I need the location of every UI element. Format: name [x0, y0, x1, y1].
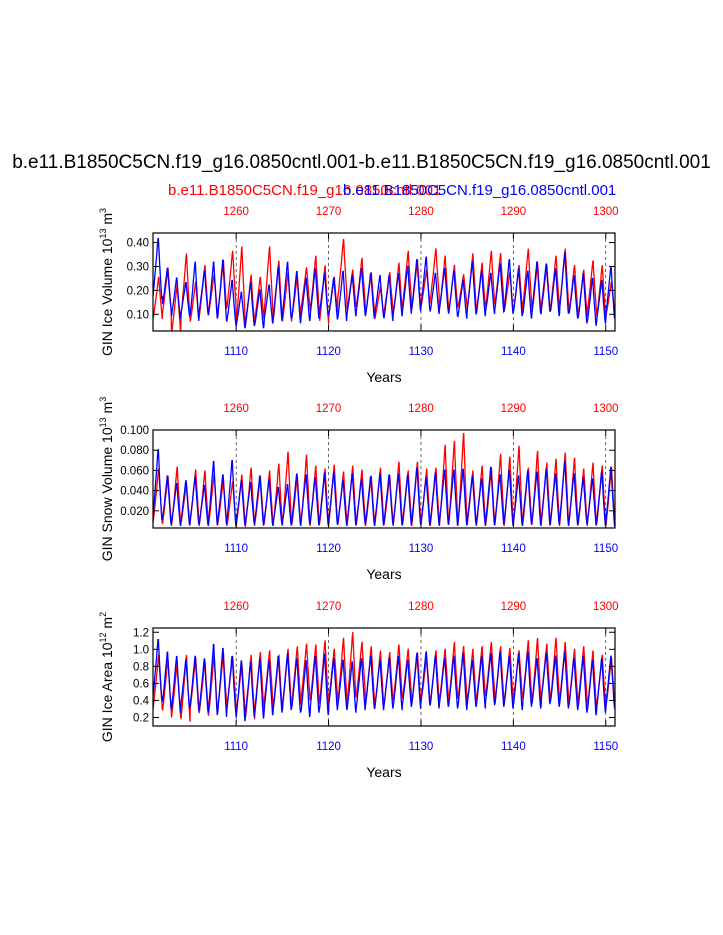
x-tick-label-top: 1260 — [223, 206, 249, 218]
x-tick-label-bottom: 1140 — [501, 543, 526, 555]
x-tick-label-top: 1280 — [408, 403, 434, 415]
x-tick-label-bottom: 1140 — [501, 346, 526, 358]
panel-3: 0.2 0.4 0.6 0.8 1.0 1.2 1110 1120 1130 1140 1150 12… — [98, 601, 619, 780]
y-axis-label: GIN Ice Area 1012 m2 — [98, 612, 115, 742]
x-tick-label-bottom: 1150 — [593, 543, 618, 555]
x-tick-label-bottom: 1110 — [224, 741, 248, 753]
x-tick-label-bottom: 1130 — [409, 543, 434, 555]
x-tick-label-bottom: 1130 — [409, 346, 434, 358]
series-line-red — [153, 238, 615, 331]
x-axis-label: Years — [366, 369, 401, 385]
y-tick-label: 0.4 — [133, 695, 150, 707]
x-tick-label-top: 1300 — [593, 403, 619, 415]
x-tick-label-bottom: 1120 — [316, 741, 341, 753]
x-tick-label-bottom: 1150 — [593, 346, 618, 358]
y-tick-label: 0.6 — [133, 678, 149, 690]
x-tick-label-top: 1280 — [408, 206, 434, 218]
x-axis-label: Years — [366, 566, 401, 582]
x-tick-label-top: 1260 — [223, 601, 249, 613]
y-tick-label: 0.040 — [120, 486, 149, 498]
plot-frame — [152, 627, 616, 727]
x-axis-label: Years — [366, 764, 401, 780]
x-tick-label-bottom: 1110 — [224, 543, 248, 555]
x-tick-label-top: 1300 — [593, 601, 619, 613]
panel-1: 0.10 0.20 0.30 0.40 1110 1120 1130 1140 1150 1260… — [98, 206, 619, 385]
x-tick-label-bottom: 1140 — [501, 741, 526, 753]
x-tick-label-top: 1300 — [593, 206, 619, 218]
y-tick-label: 1.2 — [133, 627, 149, 639]
x-tick-label-bottom: 1120 — [316, 346, 341, 358]
figure-title: b.e11.B1850C5CN.f19_g16.0850cntl.001-b.e… — [12, 152, 711, 173]
legend-run-b: b.e11.B1850C5CN.f19_g16.0850cntl.001 — [343, 182, 617, 199]
x-tick-label-top: 1260 — [223, 403, 249, 415]
y-tick-label: 0.060 — [120, 465, 149, 477]
series-line-blue — [153, 639, 615, 722]
y-axis-label: GIN Ice Volume 1013 m3 — [98, 208, 115, 356]
x-tick-label-top: 1270 — [316, 601, 342, 613]
x-tick-label-top: 1280 — [408, 601, 434, 613]
y-tick-label: 1.0 — [133, 644, 149, 656]
x-tick-label-bottom: 1110 — [224, 346, 248, 358]
x-tick-label-bottom: 1150 — [593, 741, 618, 753]
y-axis-label: GIN Snow Volume 1013 m3 — [98, 397, 115, 561]
y-tick-label: 0.20 — [127, 285, 149, 297]
plot-frame — [152, 232, 616, 332]
x-tick-label-top: 1270 — [316, 206, 342, 218]
x-tick-label-bottom: 1130 — [409, 741, 434, 753]
y-tick-label: 0.10 — [127, 309, 149, 321]
y-tick-label: 0.40 — [127, 238, 149, 250]
series-line-blue — [153, 448, 615, 527]
x-tick-label-top: 1290 — [501, 403, 527, 415]
y-tick-label: 0.30 — [127, 261, 149, 273]
y-tick-label: 0.8 — [133, 661, 149, 673]
y-tick-label: 0.020 — [120, 506, 149, 518]
x-tick-label-bottom: 1120 — [316, 543, 341, 555]
y-tick-label: 0.2 — [133, 712, 149, 724]
x-tick-label-top: 1270 — [316, 403, 342, 415]
plot-frame — [152, 429, 616, 529]
legend-run-a: b.e11.B1850C5CN.f19_g16.0850cntl.001 — [168, 182, 442, 199]
y-tick-label: 0.080 — [120, 445, 149, 457]
x-tick-label-top: 1290 — [501, 206, 527, 218]
x-tick-label-top: 1290 — [501, 601, 527, 613]
y-tick-label: 0.100 — [120, 425, 149, 437]
panel-2: 0.020 0.040 0.060 0.080 0.100 1110 1120 1130 114… — [98, 397, 619, 582]
series-line-blue — [153, 237, 615, 329]
